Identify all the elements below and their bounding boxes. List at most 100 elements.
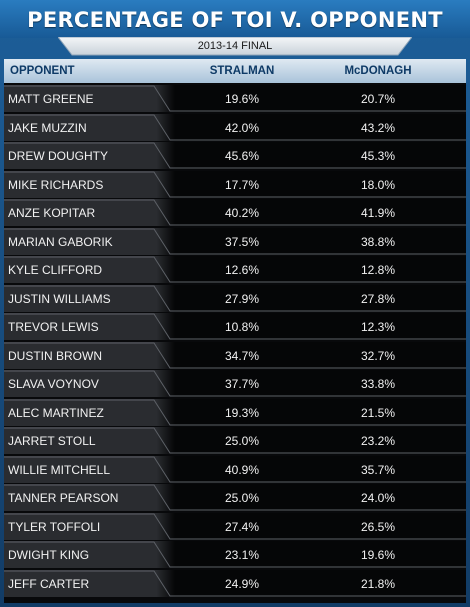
row-background <box>4 541 466 568</box>
table-row: TYLER TOFFOLI 27.4% 26.5% <box>4 512 466 542</box>
cell-opponent: JUSTIN WILLIAMS <box>8 291 111 306</box>
cell-mcdonagh: 12.8% <box>360 263 396 277</box>
table-row: KYLE CLIFFORD 12.6% 12.8% <box>4 256 466 285</box>
cell-mcdonagh: 20.7% <box>360 92 396 106</box>
cell-stralman: 19.3% <box>224 405 260 420</box>
table-body: MATT GREENE 19.6% 20.7% JAKE MUZZIN 42.0% 43.… <box>4 85 466 598</box>
row-background <box>4 227 466 255</box>
cell-stralman: 25.0% <box>224 491 260 505</box>
row-background <box>4 512 466 540</box>
cell-opponent: DREW DOUGHTY <box>8 149 108 163</box>
cell-opponent: JARRET STOLL <box>8 434 96 448</box>
subtitle-tab-shape <box>58 37 412 56</box>
header-mcdonagh: McDONAGH <box>344 65 412 77</box>
table-row: TANNER PEARSON 25.0% 24.0% <box>4 484 466 513</box>
cell-opponent: MATT GREENE <box>8 92 94 106</box>
table-row: JEFF CARTER 24.9% 21.8% <box>4 569 466 599</box>
header-stralman: STRALMAN <box>209 65 275 77</box>
cell-stralman: 19.6% <box>224 92 260 106</box>
cell-opponent: KYLE CLIFFORD <box>8 263 103 277</box>
table-row: DWIGHT KING 23.1% 19.6% <box>4 541 466 570</box>
row-background <box>4 113 466 141</box>
cell-mcdonagh: 21.8% <box>360 576 396 591</box>
cell-stralman: 27.4% <box>224 519 260 534</box>
row-background <box>4 313 466 340</box>
cell-opponent: TANNER PEARSON <box>8 491 119 505</box>
cell-opponent: DUSTIN BROWN <box>8 348 102 363</box>
row-background <box>4 370 466 397</box>
row-background <box>4 284 466 312</box>
row-background <box>4 455 466 483</box>
cell-mcdonagh: 45.3% <box>360 149 396 163</box>
cell-opponent: WILLIE MITCHELL <box>8 462 111 477</box>
cell-stralman: 42.0% <box>224 120 260 135</box>
cell-mcdonagh: 33.8% <box>360 377 396 391</box>
table-row: JAKE MUZZIN 42.0% 43.2% <box>4 113 466 143</box>
row-background <box>4 569 466 597</box>
cell-stralman: 24.9% <box>224 576 260 591</box>
cell-stralman: 40.2% <box>224 206 260 220</box>
table-row: JUSTIN WILLIAMS 27.9% 27.8% <box>4 284 466 314</box>
cell-mcdonagh: 43.2% <box>360 120 396 135</box>
cell-opponent: JEFF CARTER <box>8 576 90 591</box>
row-background <box>4 484 466 511</box>
cell-stralman: 27.9% <box>224 291 260 306</box>
cell-mcdonagh: 12.3% <box>360 320 396 334</box>
cell-mcdonagh: 18.0% <box>360 177 396 192</box>
cell-mcdonagh: 19.6% <box>360 548 396 562</box>
cell-opponent: MARIAN GABORIK <box>8 234 113 249</box>
table-row: ALEC MARTINEZ 19.3% 21.5% <box>4 398 466 428</box>
cell-mcdonagh: 23.2% <box>360 434 396 448</box>
table-row: ANZE KOPITAR 40.2% 41.9% <box>4 199 466 228</box>
cell-mcdonagh: 32.7% <box>360 348 396 363</box>
cell-stralman: 17.7% <box>224 177 260 192</box>
row-background <box>4 398 466 426</box>
cell-mcdonagh: 35.7% <box>360 462 396 477</box>
row-background <box>4 256 466 283</box>
row-background <box>4 85 466 112</box>
cell-mcdonagh: 21.5% <box>360 405 396 420</box>
cell-stralman: 12.6% <box>224 263 260 277</box>
table-row: DUSTIN BROWN 34.7% 32.7% <box>4 341 466 371</box>
header-opponent: OPPONENT <box>10 65 75 77</box>
cell-mcdonagh: 26.5% <box>360 519 396 534</box>
cell-opponent: JAKE MUZZIN <box>8 120 87 135</box>
row-background <box>4 142 466 169</box>
table-row: MATT GREENE 19.6% 20.7% <box>4 85 466 114</box>
cell-mcdonagh: 24.0% <box>360 491 396 505</box>
cell-stralman: 37.5% <box>224 234 260 249</box>
cell-stralman: 40.9% <box>224 462 260 477</box>
subtitle: 2013-14 FINAL <box>197 40 273 52</box>
table-row: MARIAN GABORIK 37.5% 38.8% <box>4 227 466 257</box>
row-background <box>4 170 466 198</box>
row-background <box>4 199 466 226</box>
cell-stralman: 23.1% <box>224 548 260 562</box>
cell-mcdonagh: 27.8% <box>360 291 396 306</box>
cell-opponent: TREVOR LEWIS <box>8 320 99 334</box>
row-background <box>4 427 466 454</box>
cell-mcdonagh: 41.9% <box>360 206 396 220</box>
page-title: PERCENTAGE OF TOI V. OPPONENT <box>0 0 470 38</box>
cell-opponent: MIKE RICHARDS <box>8 177 104 192</box>
row-background <box>4 341 466 369</box>
table-row: DREW DOUGHTY 45.6% 45.3% <box>4 142 466 171</box>
cell-stralman: 10.8% <box>224 320 260 334</box>
table-row: TREVOR LEWIS 10.8% 12.3% <box>4 313 466 342</box>
cell-opponent: ALEC MARTINEZ <box>8 405 104 420</box>
table-row: SLAVA VOYNOV 37.7% 33.8% <box>4 370 466 399</box>
cell-mcdonagh: 38.8% <box>360 234 396 249</box>
table-row: JARRET STOLL 25.0% 23.2% <box>4 427 466 456</box>
cell-stralman: 45.6% <box>224 149 260 163</box>
cell-stralman: 37.7% <box>224 377 260 391</box>
cell-opponent: TYLER TOFFOLI <box>8 519 101 534</box>
table-row: MIKE RICHARDS 17.7% 18.0% <box>4 170 466 200</box>
cell-opponent: DWIGHT KING <box>8 548 90 562</box>
table-row: WILLIE MITCHELL 40.9% 35.7% <box>4 455 466 485</box>
table-header: OPPONENT STRALMAN McDONAGH <box>4 59 466 83</box>
cell-stralman: 34.7% <box>224 348 260 363</box>
cell-opponent: ANZE KOPITAR <box>8 206 96 220</box>
data-table: OPPONENT STRALMAN McDONAGH MATT GREENE 19… <box>4 59 466 603</box>
cell-stralman: 25.0% <box>224 434 260 448</box>
subtitle-tab: 2013-14 FINAL <box>58 37 412 57</box>
